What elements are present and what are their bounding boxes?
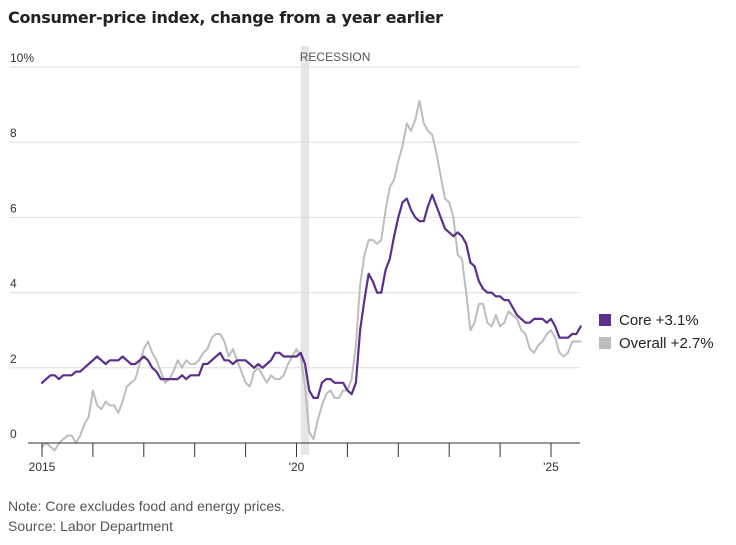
y-tick-label: 2 [10, 352, 17, 366]
recession-label: RECESSION [300, 50, 371, 64]
recession-band-group: RECESSION [300, 46, 371, 455]
y-tick-label: 8 [10, 126, 17, 140]
legend-swatch-core [599, 314, 611, 326]
x-tick-label: '25 [543, 460, 559, 474]
gridlines: 0 2 4 6 8 10% [10, 51, 580, 441]
x-tick-label: '20 [289, 460, 305, 474]
series-line-overall [41, 99, 582, 452]
series-lines [40, 99, 582, 452]
recession-band [300, 46, 310, 455]
y-tick-label: 6 [10, 201, 17, 215]
legend: Core +3.1% Overall +2.7% [599, 312, 714, 352]
x-tick-label: 2015 [29, 460, 56, 474]
series-line-core [40, 193, 582, 399]
legend-label-core: Core +3.1% [619, 312, 699, 329]
y-tick-label: 0 [10, 427, 17, 441]
x-axis: 2015 '20 '25 [28, 442, 580, 474]
y-tick-label: 4 [10, 277, 17, 291]
y-tick-label: 10% [10, 51, 34, 65]
legend-swatch-overall [599, 337, 611, 349]
chart-source: Source: Labor Department [8, 518, 173, 534]
chart-title: Consumer-price index, change from a year… [8, 8, 443, 27]
chart-note: Note: Core excludes food and energy pric… [8, 498, 286, 514]
legend-label-overall: Overall +2.7% [619, 335, 714, 352]
